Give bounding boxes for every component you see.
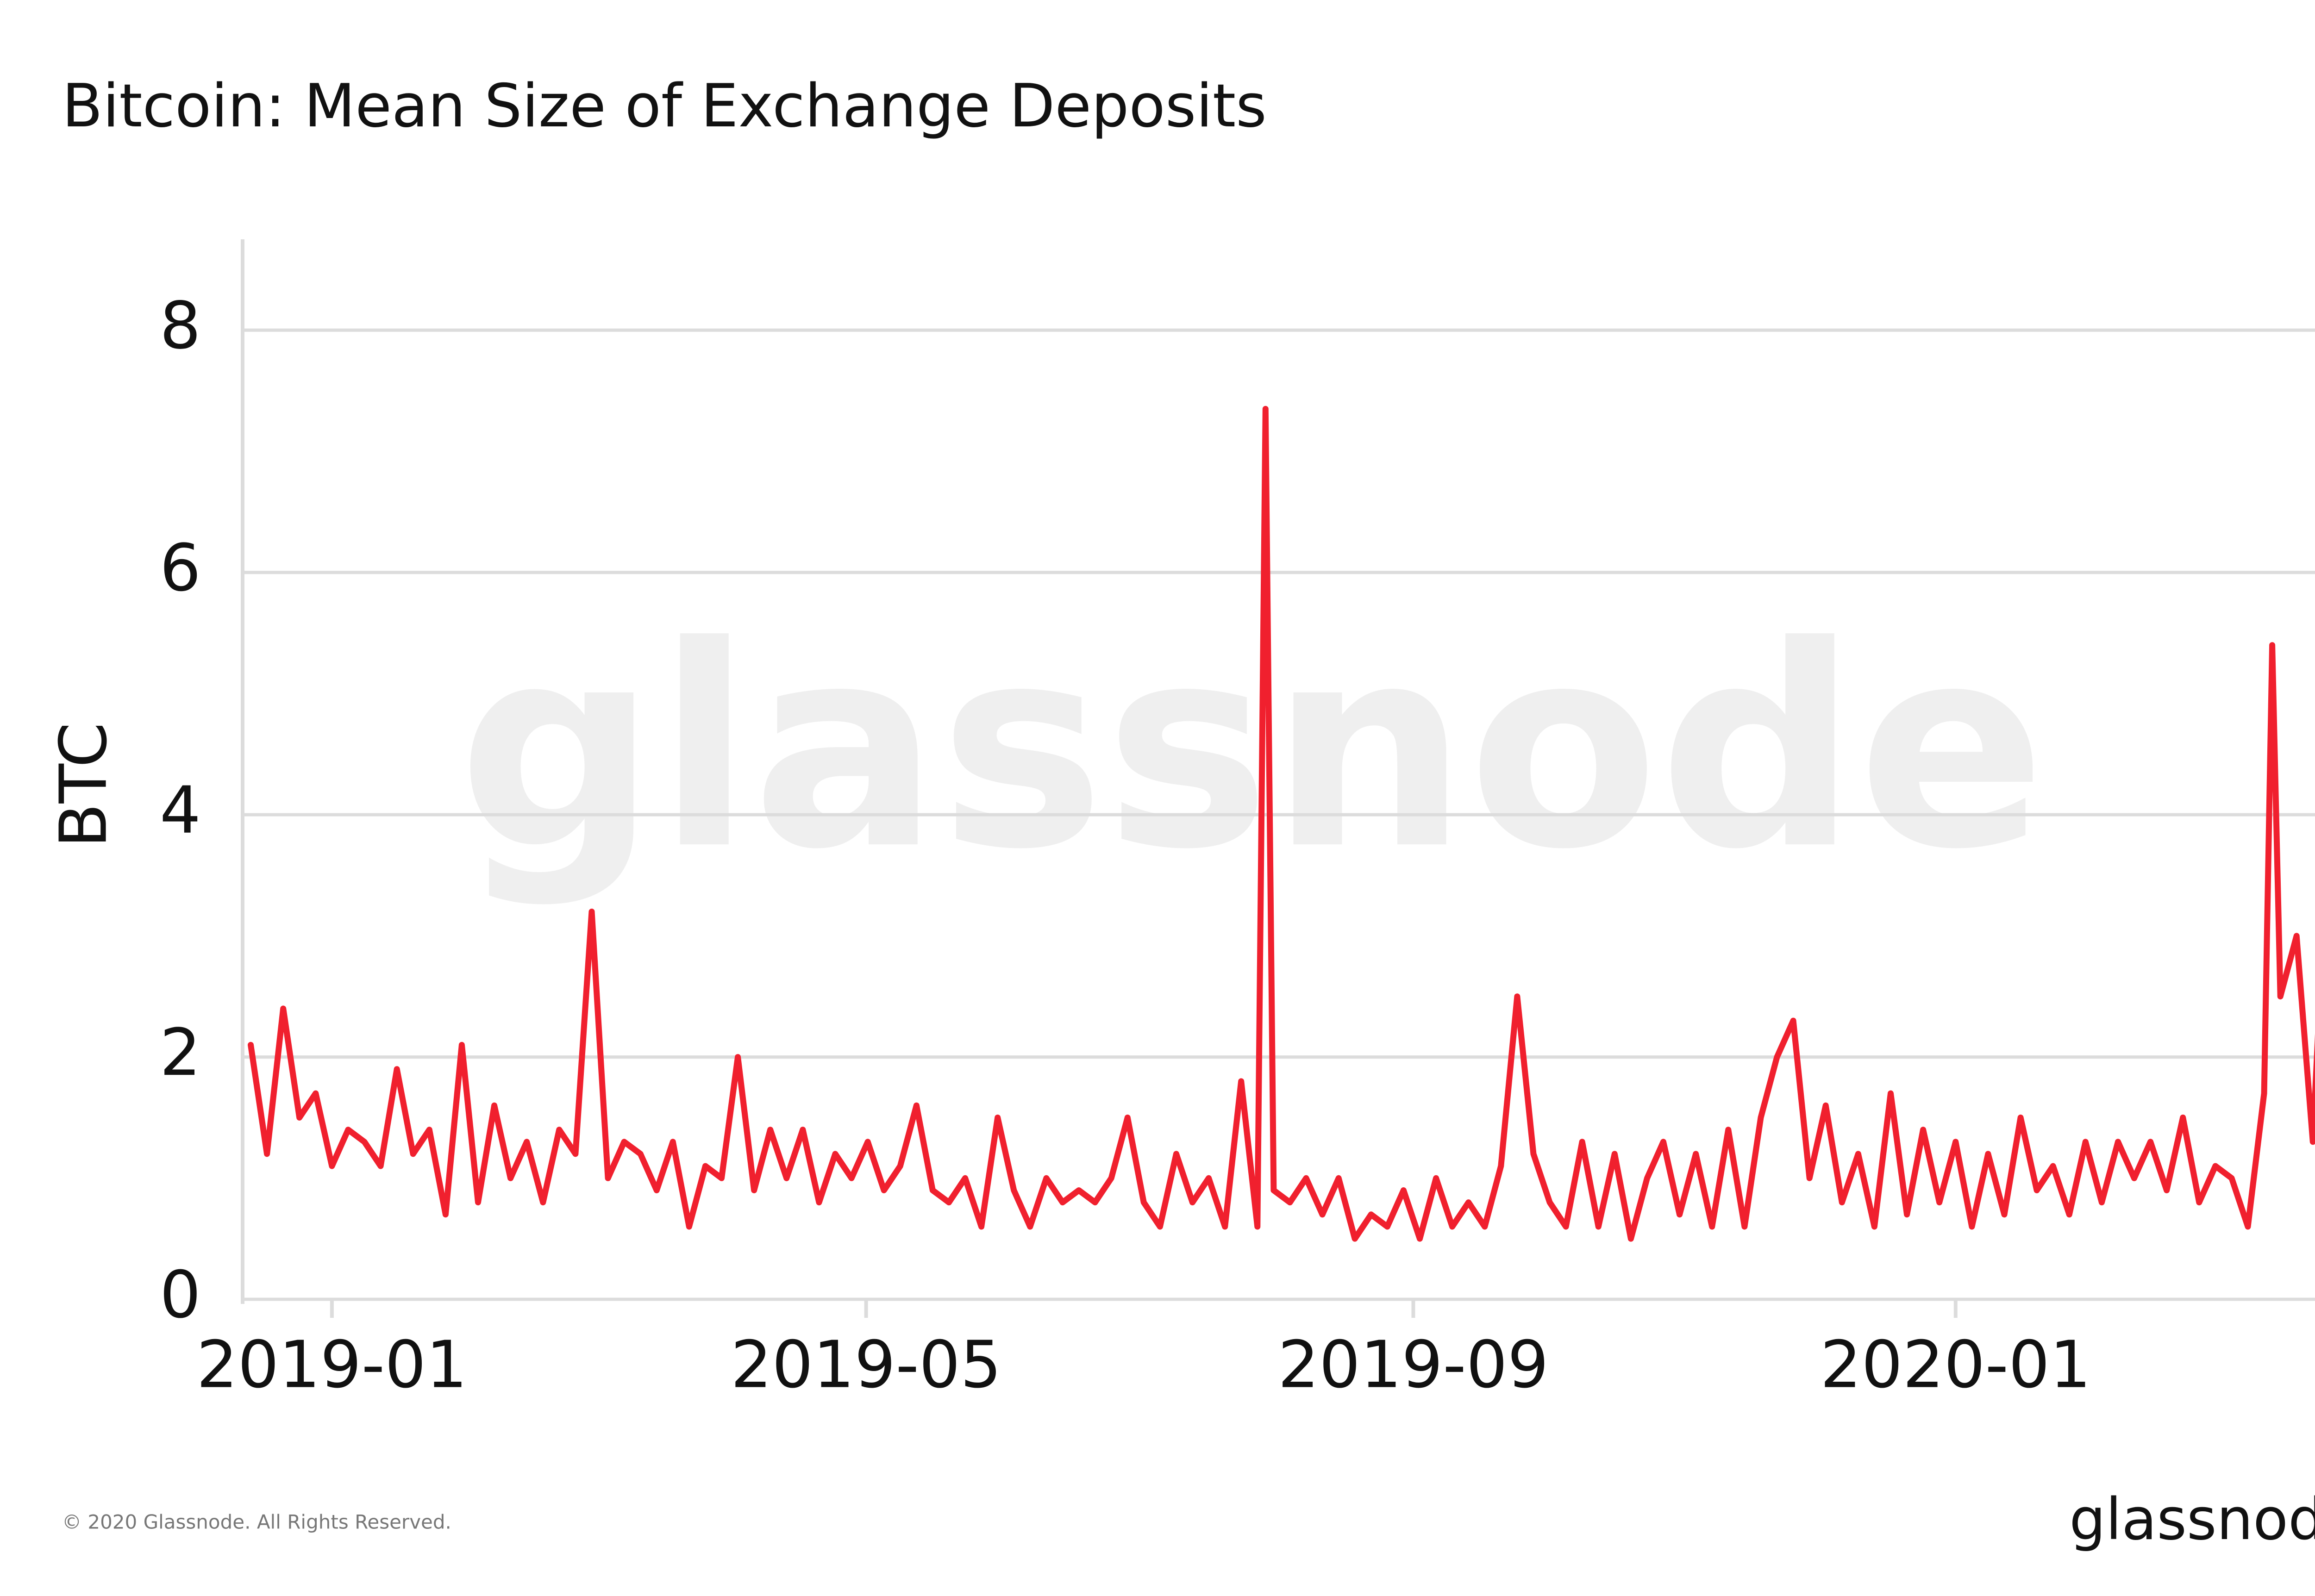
y-axis-label: BTC (46, 722, 122, 848)
y-tick-label: 6 (160, 530, 201, 606)
y-tick-label: 4 (160, 773, 201, 848)
x-tick-label: 2019-05 (731, 1328, 1001, 1403)
watermark: glassnode (458, 586, 2046, 910)
y-tick-label: 2 (160, 1015, 201, 1091)
x-tick-label: 2019-09 (1278, 1328, 1549, 1403)
x-tick-label: 2019-01 (196, 1328, 467, 1403)
chart-title: Bitcoin: Mean Size of Exchange Deposits (62, 72, 1267, 141)
x-tick-label: 2020-01 (1820, 1328, 2091, 1403)
footer: © 2020 Glassnode. All Rights Reserved. (62, 1511, 451, 1534)
brand-logo: glassnode (2069, 1486, 2315, 1553)
data-line (248, 405, 2315, 1242)
y-tick-label: 0 (160, 1258, 201, 1333)
y-tick-label: 8 (160, 288, 201, 364)
